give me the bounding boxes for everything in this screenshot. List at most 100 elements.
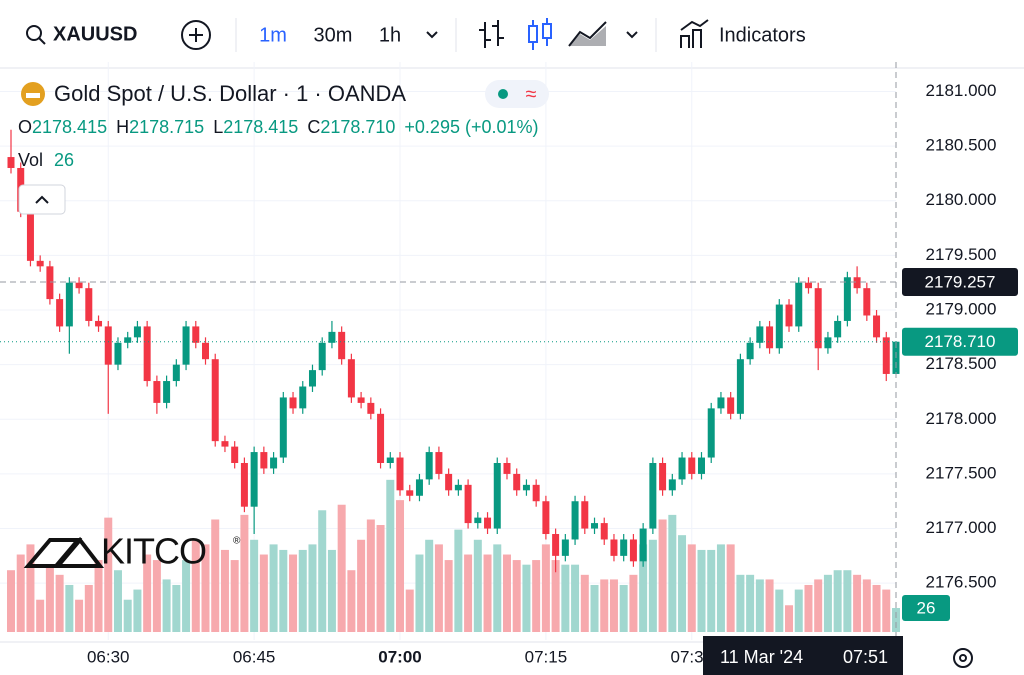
volume-bar — [892, 608, 900, 632]
volume-bar — [405, 589, 414, 632]
candle-body — [600, 523, 608, 540]
gear-center — [959, 654, 967, 662]
y-tick-label: 2179.000 — [926, 300, 997, 319]
candle-body — [591, 523, 599, 529]
toolbar: XAUUSD 1m 30m 1h Indicators — [0, 18, 1024, 69]
candle-body — [445, 473, 453, 491]
volume-bar — [36, 599, 45, 632]
bars-icon[interactable] — [479, 20, 504, 48]
change: +0.295 — [404, 117, 460, 137]
candle-body — [270, 457, 278, 469]
collapse-legend[interactable] — [18, 184, 66, 215]
volume-bar — [133, 589, 142, 632]
candle-body — [522, 484, 530, 491]
candle-body — [211, 359, 219, 442]
symbol[interactable]: XAUUSD — [53, 23, 137, 45]
vol-label: Vol — [18, 150, 43, 170]
indicators-icon[interactable] — [680, 19, 709, 48]
gear[interactable] — [953, 648, 973, 668]
search-icon[interactable] — [26, 25, 42, 41]
volume-bar — [522, 564, 531, 632]
x-tick-label: 06:45 — [233, 647, 276, 666]
volume-bar — [726, 544, 735, 632]
logo-mark — [53, 536, 105, 568]
candle-body — [318, 342, 326, 371]
last-price-tag — [902, 327, 1018, 356]
candle-body — [542, 501, 550, 535]
volume-bar — [473, 539, 482, 632]
candle-body — [396, 457, 404, 491]
volume-bar — [182, 560, 191, 632]
volume-bar — [172, 584, 181, 632]
volume-bar — [658, 519, 667, 632]
candles — [7, 129, 900, 573]
candle-body — [824, 337, 832, 349]
volume-bar — [853, 574, 862, 632]
candle-body — [454, 484, 462, 491]
candle-body — [192, 326, 200, 343]
ohlc-value: 2178.415 — [32, 117, 107, 137]
interval[interactable]: 1h — [379, 24, 401, 46]
chevron-up — [35, 195, 49, 204]
volume-bar — [298, 549, 307, 632]
candle-body — [289, 397, 297, 409]
candle-body — [65, 282, 73, 327]
x-tick-label: 07:30 — [670, 647, 713, 666]
candle-body — [746, 342, 754, 360]
volume-bar — [308, 544, 317, 632]
candle-body — [717, 397, 725, 409]
volume-bar — [16, 554, 25, 632]
compare-button[interactable] — [181, 20, 211, 50]
candle-body — [124, 337, 132, 343]
volume-bar — [240, 514, 249, 632]
volume-bar — [201, 544, 210, 632]
last-volume-label: 26 — [917, 599, 936, 618]
ohlc-legend: O2178.415 H2178.715 L2178.415 C2178.710 … — [18, 117, 539, 137]
axis-tags: 2179.257 2178.710 26 11 Mar '24 07:51 — [703, 267, 1018, 675]
candles-icon[interactable] — [528, 18, 552, 50]
volume-bar — [337, 504, 346, 632]
candle-body — [328, 331, 336, 343]
legend: Gold Spot / U.S. Dollar · 1 · OANDA ≈ O2… — [18, 80, 549, 215]
candle-body — [26, 211, 34, 261]
interval-active[interactable]: 1m — [259, 24, 287, 46]
area-icon[interactable] — [568, 21, 607, 47]
volume-bar — [191, 539, 200, 632]
interval[interactable]: 30m — [314, 24, 353, 46]
kitco-logo: KITCO ® — [23, 531, 241, 572]
volume-bar — [415, 554, 424, 632]
volume-bar — [152, 560, 161, 632]
candle-body — [182, 326, 190, 365]
indicators-button[interactable]: Indicators — [719, 24, 806, 46]
candle-body — [873, 315, 881, 338]
candle-body — [415, 479, 423, 496]
candle-body — [231, 446, 239, 463]
x-tick-label: 07:00 — [378, 647, 421, 666]
candle-body — [143, 326, 151, 382]
interval-dropdown[interactable] — [426, 31, 438, 39]
ohlc-value: 2178.710 — [320, 117, 395, 137]
volume-bar — [600, 579, 609, 632]
search-icon-handle — [38, 37, 46, 45]
y-tick-label: 2178.500 — [926, 354, 997, 373]
candle-body — [493, 462, 501, 529]
candle-body — [347, 359, 355, 398]
volume-bar — [687, 544, 696, 632]
ohlc-value: 2178.415 — [223, 117, 298, 137]
candle-body — [202, 342, 210, 360]
settings-icon[interactable] — [953, 648, 973, 668]
volume-bar — [26, 544, 35, 632]
candle-body — [843, 277, 851, 321]
candle-body — [785, 304, 793, 327]
chart-type-dropdown[interactable] — [626, 31, 638, 39]
candle-body — [629, 539, 637, 562]
volume-bar — [444, 560, 453, 632]
candle-body — [299, 386, 307, 409]
volume-bar — [765, 579, 774, 632]
candle-body — [853, 277, 861, 289]
volume-bar — [833, 570, 842, 632]
volume-bar — [551, 560, 560, 632]
status-pill[interactable] — [485, 80, 549, 108]
candle-body — [620, 539, 628, 556]
